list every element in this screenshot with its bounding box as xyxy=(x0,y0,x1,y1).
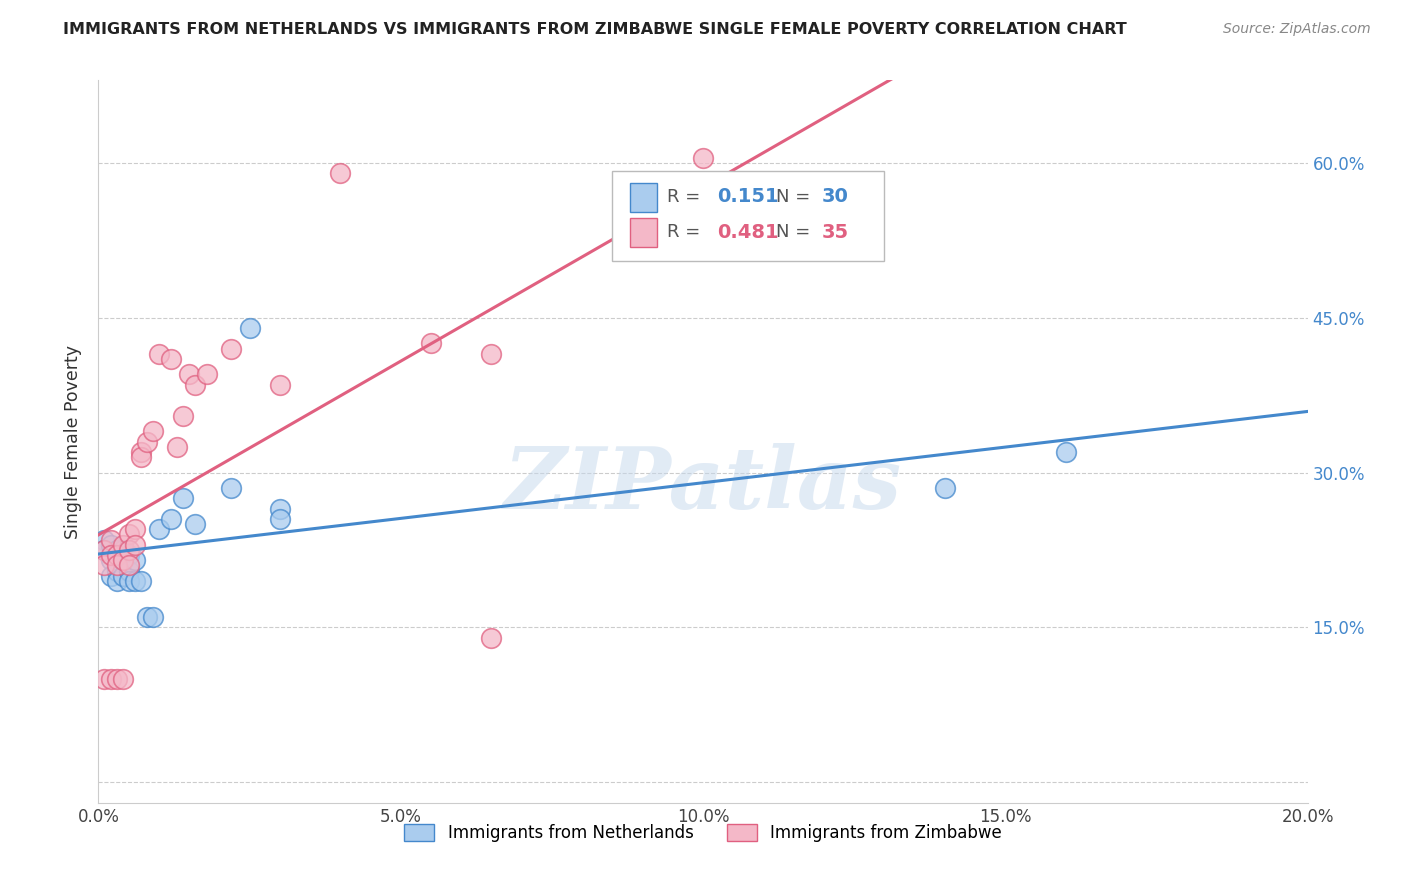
Point xyxy=(481,347,503,361)
Point xyxy=(111,568,134,582)
Text: ZIPatlas: ZIPatlas xyxy=(503,443,903,526)
Point xyxy=(142,424,165,438)
Point xyxy=(124,553,146,567)
Point xyxy=(135,434,157,449)
Point xyxy=(1054,445,1077,459)
Point xyxy=(118,527,141,541)
Point xyxy=(100,538,122,552)
Text: 35: 35 xyxy=(821,223,849,242)
Point xyxy=(100,548,122,562)
Text: 30: 30 xyxy=(821,187,848,206)
Bar xyxy=(630,219,657,247)
Point xyxy=(105,574,128,588)
Point xyxy=(481,631,503,645)
Point xyxy=(135,610,157,624)
Point xyxy=(124,538,146,552)
Point xyxy=(221,481,243,495)
Point xyxy=(93,533,115,547)
Text: N =: N = xyxy=(776,223,815,242)
Point xyxy=(111,672,134,686)
Text: R =: R = xyxy=(666,187,706,206)
Point xyxy=(111,553,134,567)
Point xyxy=(148,347,170,361)
Legend: Immigrants from Netherlands, Immigrants from Zimbabwe: Immigrants from Netherlands, Immigrants … xyxy=(398,817,1008,848)
Point xyxy=(129,450,152,464)
Point xyxy=(166,440,188,454)
Point xyxy=(195,368,218,382)
Point xyxy=(100,553,122,567)
Point xyxy=(269,512,291,526)
Point xyxy=(105,548,128,562)
Point xyxy=(172,491,194,506)
Bar xyxy=(630,183,657,211)
Text: IMMIGRANTS FROM NETHERLANDS VS IMMIGRANTS FROM ZIMBABWE SINGLE FEMALE POVERTY CO: IMMIGRANTS FROM NETHERLANDS VS IMMIGRANT… xyxy=(63,22,1128,37)
Point xyxy=(105,542,128,557)
Point xyxy=(118,564,141,578)
Point xyxy=(105,558,128,573)
Point xyxy=(111,553,134,567)
Point xyxy=(269,377,291,392)
Point xyxy=(118,548,141,562)
Point xyxy=(93,542,115,557)
Point xyxy=(160,512,183,526)
Point xyxy=(105,564,128,578)
Text: Source: ZipAtlas.com: Source: ZipAtlas.com xyxy=(1223,22,1371,37)
Point xyxy=(93,672,115,686)
Point xyxy=(100,568,122,582)
Point xyxy=(160,351,183,366)
Point xyxy=(118,574,141,588)
Point xyxy=(269,501,291,516)
Point xyxy=(239,321,262,335)
Point xyxy=(111,542,134,557)
Point xyxy=(111,538,134,552)
Point xyxy=(118,542,141,557)
Point xyxy=(105,672,128,686)
Point xyxy=(172,409,194,423)
Point xyxy=(124,522,146,536)
Text: 0.481: 0.481 xyxy=(717,223,779,242)
Point xyxy=(93,542,115,557)
Point xyxy=(100,672,122,686)
Point xyxy=(129,574,152,588)
Point xyxy=(692,151,714,165)
Point xyxy=(184,517,207,532)
Point xyxy=(124,574,146,588)
Point xyxy=(100,533,122,547)
Text: 0.151: 0.151 xyxy=(717,187,779,206)
Point xyxy=(329,166,352,180)
Point xyxy=(934,481,956,495)
Point xyxy=(184,377,207,392)
Point xyxy=(221,342,243,356)
Point xyxy=(142,610,165,624)
Point xyxy=(179,368,201,382)
Point xyxy=(148,522,170,536)
Point xyxy=(93,558,115,573)
FancyBboxPatch shape xyxy=(613,170,884,260)
Point xyxy=(105,553,128,567)
Point xyxy=(129,445,152,459)
Text: R =: R = xyxy=(666,223,706,242)
Y-axis label: Single Female Poverty: Single Female Poverty xyxy=(65,344,83,539)
Point xyxy=(420,336,443,351)
Text: N =: N = xyxy=(776,187,815,206)
Point xyxy=(118,558,141,573)
